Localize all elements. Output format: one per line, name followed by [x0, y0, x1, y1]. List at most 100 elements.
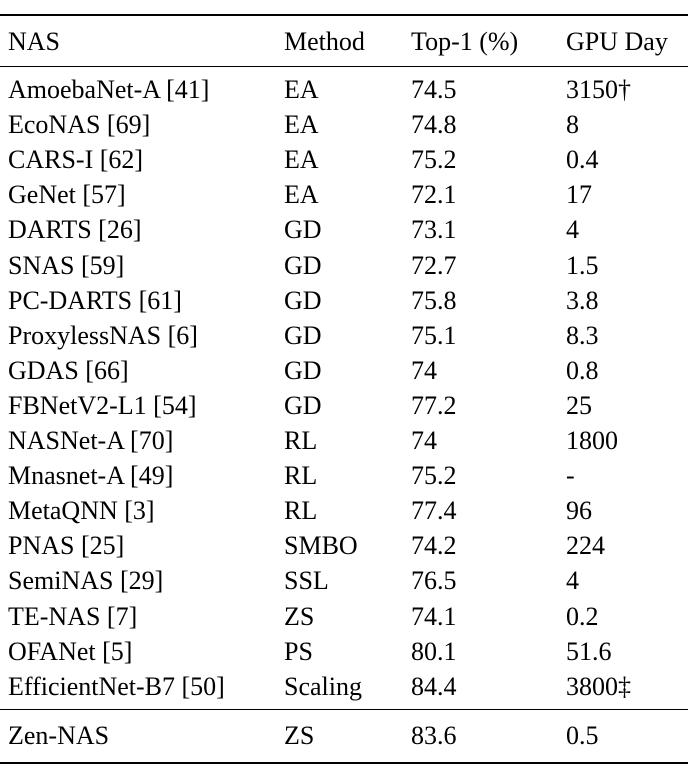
table-row: GDAS [66] GD 74 0.8	[0, 353, 688, 388]
cell-top1: 76.5	[411, 566, 457, 595]
cell-gpu-day: 1.5	[566, 251, 599, 280]
cell-gpu-day: 0.8	[566, 356, 599, 385]
table-row: AmoebaNet-A [41] EA 74.5 3150†	[0, 72, 688, 107]
cell-method: ZS	[284, 721, 315, 750]
cell-gpu-day: 8	[566, 110, 579, 139]
cell-method: RL	[284, 461, 318, 490]
cell-top1: 75.2	[411, 461, 457, 490]
cell-nas: GDAS [66]	[8, 356, 129, 385]
cell-top1: 77.4	[411, 496, 457, 525]
cell-top1: 83.6	[411, 721, 457, 750]
cell-gpu-day: 3.8	[566, 286, 599, 315]
cell-gpu-day: 3800‡	[566, 672, 631, 701]
cell-top1: 74	[411, 356, 437, 385]
table-row: TE-NAS [7] ZS 74.1 0.2	[0, 599, 688, 634]
cell-nas: Mnasnet-A [49]	[8, 461, 174, 490]
cell-method: RL	[284, 496, 318, 525]
cell-method: EA	[284, 75, 319, 104]
cell-nas: SemiNAS [29]	[8, 566, 164, 595]
cell-top1: 74.2	[411, 531, 457, 560]
header-nas: NAS	[8, 27, 61, 56]
table-row: NASNet-A [70] RL 74 1800	[0, 423, 688, 458]
cell-method: GD	[284, 391, 322, 420]
cell-method: GD	[284, 321, 322, 350]
cell-method: GD	[284, 251, 322, 280]
cell-method: SSL	[284, 566, 329, 595]
table-row: ProxylessNAS [6] GD 75.1 8.3	[0, 318, 688, 353]
cell-top1: 75.8	[411, 286, 457, 315]
cell-gpu-day: 4	[566, 566, 579, 595]
table-row: PNAS [25] SMBO 74.2 224	[0, 528, 688, 563]
cell-gpu-day: 0.5	[566, 721, 599, 750]
header-top1: Top-1 (%)	[411, 27, 519, 56]
cell-nas: DARTS [26]	[8, 215, 142, 244]
cell-nas: EcoNAS [69]	[8, 110, 151, 139]
cell-method: SMBO	[284, 531, 358, 560]
cell-nas: NASNet-A [70]	[8, 426, 174, 455]
cell-gpu-day: 51.6	[566, 637, 612, 666]
table-row: PC-DARTS [61] GD 75.8 3.8	[0, 283, 688, 318]
cell-top1: 72.7	[411, 251, 457, 280]
top-rule	[0, 14, 688, 16]
cell-gpu-day: 1800	[566, 426, 618, 455]
table-row: SemiNAS [29] SSL 76.5 4	[0, 563, 688, 598]
cell-method: GD	[284, 286, 322, 315]
table-row: OFANet [5] PS 80.1 51.6	[0, 634, 688, 669]
cell-nas: CARS-I [62]	[8, 145, 144, 174]
cell-nas: Zen-NAS	[8, 721, 110, 750]
cell-top1: 80.1	[411, 637, 457, 666]
header-rule	[0, 66, 688, 67]
cell-nas: PC-DARTS [61]	[8, 286, 182, 315]
table-row: Mnasnet-A [49] RL 75.2 -	[0, 458, 688, 493]
cell-gpu-day: 8.3	[566, 321, 599, 350]
cell-gpu-day: 96	[566, 496, 592, 525]
cell-nas: FBNetV2-L1 [54]	[8, 391, 197, 420]
table-row: EfficientNet-B7 [50] Scaling 84.4 3800‡	[0, 669, 688, 704]
separator-rule	[0, 709, 688, 710]
cell-top1: 74.8	[411, 110, 457, 139]
cell-top1: 75.1	[411, 321, 457, 350]
bottom-rule	[0, 762, 688, 764]
cell-top1: 72.1	[411, 180, 457, 209]
cell-top1: 74.5	[411, 75, 457, 104]
cell-method: GD	[284, 356, 322, 385]
cell-nas: ProxylessNAS [6]	[8, 321, 198, 350]
cell-nas: AmoebaNet-A [41]	[8, 75, 210, 104]
table-row: DARTS [26] GD 73.1 4	[0, 212, 688, 247]
cell-gpu-day: 0.4	[566, 145, 599, 174]
cell-gpu-day: 3150†	[566, 75, 631, 104]
cell-method: Scaling	[284, 672, 362, 701]
table-row-zen-nas: Zen-NAS ZS 83.6 0.5	[0, 718, 688, 753]
table-row: EcoNAS [69] EA 74.8 8	[0, 107, 688, 142]
cell-nas: MetaQNN [3]	[8, 496, 155, 525]
header-gpu-day: GPU Day	[566, 27, 668, 56]
cell-nas: EfficientNet-B7 [50]	[8, 672, 225, 701]
cell-method: RL	[284, 426, 318, 455]
cell-top1: 75.2	[411, 145, 457, 174]
table-row: GeNet [57] EA 72.1 17	[0, 177, 688, 212]
cell-gpu-day: 0.2	[566, 602, 599, 631]
cell-nas: OFANet [5]	[8, 637, 133, 666]
table-row: MetaQNN [3] RL 77.4 96	[0, 493, 688, 528]
cell-nas: TE-NAS [7]	[8, 602, 138, 631]
cell-nas: SNAS [59]	[8, 251, 125, 280]
cell-top1: 77.2	[411, 391, 457, 420]
cell-method: GD	[284, 215, 322, 244]
cell-gpu-day: 25	[566, 391, 592, 420]
cell-gpu-day: 224	[566, 531, 605, 560]
cell-method: EA	[284, 145, 319, 174]
table-row: FBNetV2-L1 [54] GD 77.2 25	[0, 388, 688, 423]
cell-method: ZS	[284, 602, 315, 631]
cell-gpu-day: 4	[566, 215, 579, 244]
table-row: SNAS [59] GD 72.7 1.5	[0, 248, 688, 283]
cell-top1: 73.1	[411, 215, 457, 244]
cell-nas: PNAS [25]	[8, 531, 125, 560]
cell-top1: 74.1	[411, 602, 457, 631]
cell-gpu-day: 17	[566, 180, 592, 209]
cell-method: EA	[284, 180, 319, 209]
cell-method: PS	[284, 637, 313, 666]
cell-top1: 74	[411, 426, 437, 455]
cell-method: EA	[284, 110, 319, 139]
table-row: CARS-I [62] EA 75.2 0.4	[0, 142, 688, 177]
